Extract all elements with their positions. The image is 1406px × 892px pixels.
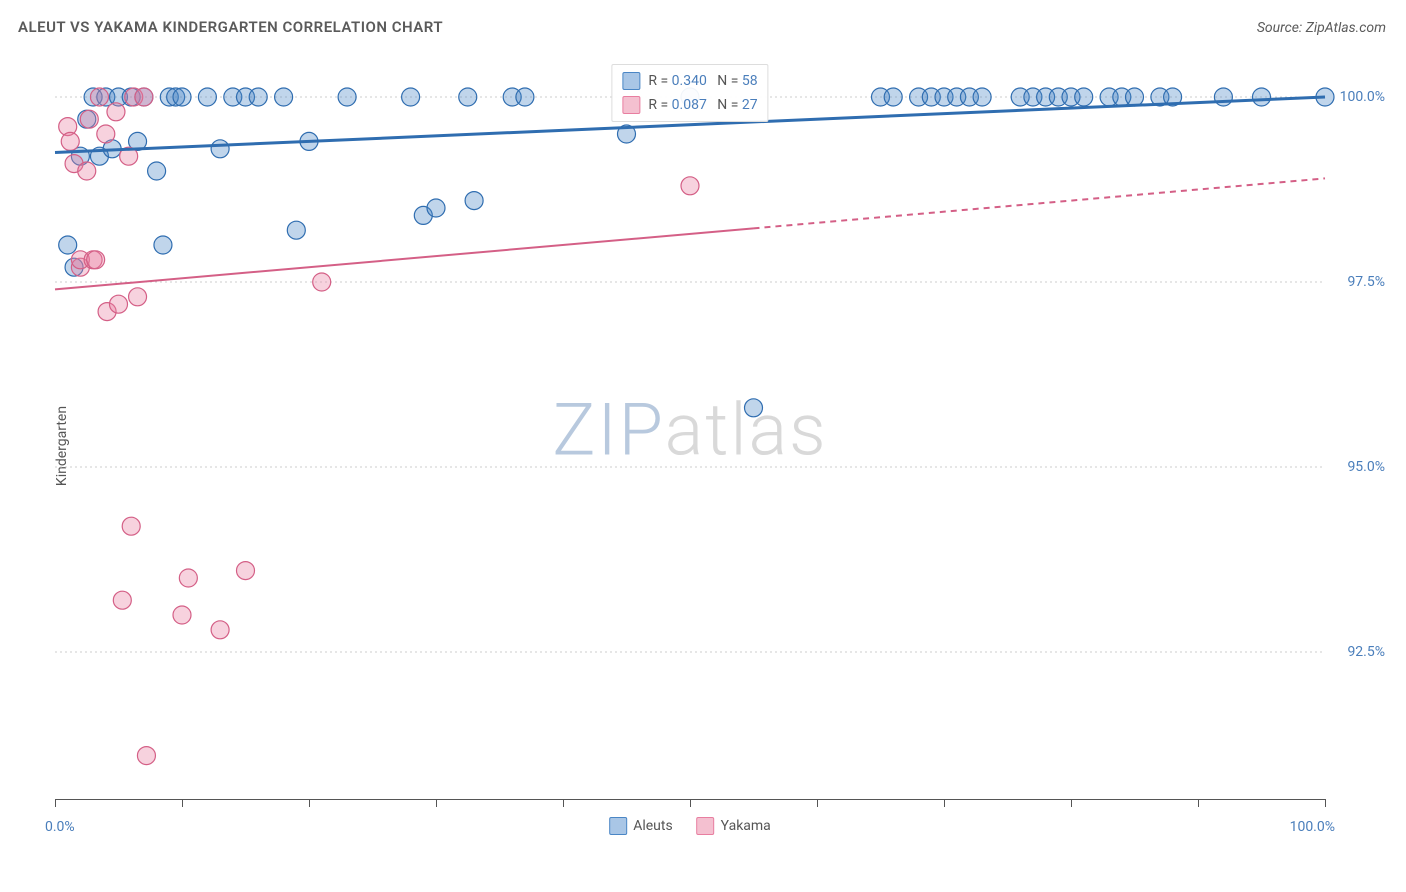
data-point [113, 591, 131, 609]
data-point [129, 288, 147, 306]
data-point [465, 192, 483, 210]
source-attribution: Source: ZipAtlas.com [1257, 20, 1386, 36]
x-tick [55, 799, 56, 807]
data-point [402, 88, 420, 106]
data-point [80, 110, 98, 128]
data-point [137, 747, 155, 765]
data-point [211, 140, 229, 158]
x-tick [944, 799, 945, 807]
legend-item: Yakama [697, 817, 771, 835]
y-tick-label: 97.5% [1347, 274, 1385, 290]
plot-area: ZIPatlas R = 0.340 N = 58R = 0.087 N = 2… [55, 60, 1325, 800]
data-point [973, 88, 991, 106]
data-point [179, 569, 197, 587]
y-tick-label: 100.0% [1340, 89, 1385, 105]
series-legend: Aleuts Yakama [609, 817, 771, 835]
data-point [173, 88, 191, 106]
x-tick [817, 799, 818, 807]
y-tick-label: 92.5% [1347, 644, 1385, 660]
x-tick [1198, 799, 1199, 807]
legend-item: Aleuts [609, 817, 672, 835]
data-point [745, 399, 763, 417]
data-point [122, 517, 140, 535]
x-axis-max-label: 100.0% [1290, 819, 1335, 835]
data-point [90, 88, 108, 106]
data-point [110, 295, 128, 313]
data-point [287, 221, 305, 239]
legend-label: Yakama [721, 818, 771, 834]
data-point [173, 606, 191, 624]
x-tick [563, 799, 564, 807]
data-point [1126, 88, 1144, 106]
stats-text: R = 0.340 N = 58 [648, 69, 757, 93]
legend-swatch [609, 817, 627, 835]
data-point [135, 88, 153, 106]
data-point [459, 88, 477, 106]
data-point [78, 162, 96, 180]
x-axis-min-label: 0.0% [45, 819, 75, 835]
x-tick [690, 799, 691, 807]
data-point [107, 103, 125, 121]
data-point [427, 199, 445, 217]
legend-swatch [622, 72, 640, 90]
data-point [1214, 88, 1232, 106]
stats-legend-row: R = 0.340 N = 58 [622, 69, 757, 93]
x-tick [1325, 799, 1326, 807]
data-point [313, 273, 331, 291]
x-tick [436, 799, 437, 807]
data-point [516, 88, 534, 106]
data-point [148, 162, 166, 180]
chart-title: ALEUT VS YAKAMA KINDERGARTEN CORRELATION… [18, 18, 443, 36]
data-point [884, 88, 902, 106]
data-point [87, 251, 105, 269]
data-point [237, 562, 255, 580]
trend-line-extrapolated [754, 178, 1326, 228]
stats-text: R = 0.087 N = 27 [648, 93, 757, 117]
data-point [198, 88, 216, 106]
data-point [1253, 88, 1271, 106]
legend-swatch [622, 96, 640, 114]
x-tick [1071, 799, 1072, 807]
legend-label: Aleuts [633, 818, 672, 834]
stats-legend: R = 0.340 N = 58R = 0.087 N = 27 [611, 64, 768, 122]
data-point [61, 132, 79, 150]
data-point [338, 88, 356, 106]
data-point [59, 236, 77, 254]
x-tick [309, 799, 310, 807]
data-point [1075, 88, 1093, 106]
data-point [249, 88, 267, 106]
data-point [681, 177, 699, 195]
stats-legend-row: R = 0.087 N = 27 [622, 93, 757, 117]
scatter-svg [55, 60, 1325, 799]
data-point [211, 621, 229, 639]
x-tick [182, 799, 183, 807]
data-point [97, 125, 115, 143]
y-tick-label: 95.0% [1347, 459, 1385, 475]
data-point [275, 88, 293, 106]
data-point [154, 236, 172, 254]
legend-swatch [697, 817, 715, 835]
